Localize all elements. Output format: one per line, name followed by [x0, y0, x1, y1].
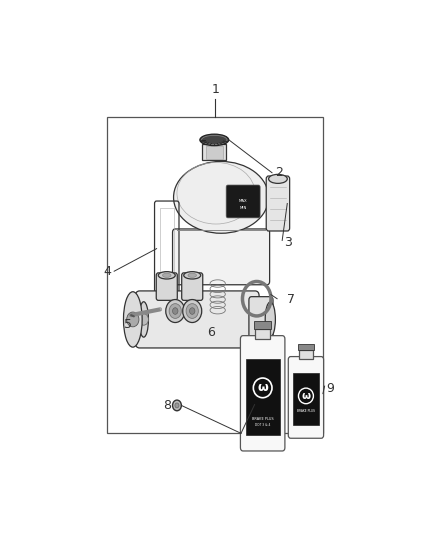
Bar: [107, 117, 323, 433]
Circle shape: [190, 308, 195, 314]
Text: 2: 2: [275, 166, 283, 179]
Bar: [246, 359, 280, 435]
Text: 3: 3: [284, 236, 292, 249]
Text: MAX: MAX: [239, 199, 247, 204]
Circle shape: [183, 300, 202, 322]
Text: DOT 3 & 4: DOT 3 & 4: [255, 423, 270, 427]
Ellipse shape: [139, 302, 148, 337]
Circle shape: [139, 314, 148, 325]
Bar: [293, 374, 319, 425]
Text: 7: 7: [287, 294, 295, 306]
FancyBboxPatch shape: [156, 273, 177, 301]
Text: ω: ω: [301, 391, 311, 401]
Bar: [206, 146, 223, 159]
Ellipse shape: [265, 302, 276, 337]
Text: 1: 1: [211, 83, 219, 96]
Circle shape: [173, 400, 181, 411]
Bar: [254, 321, 271, 329]
Text: 8: 8: [163, 399, 171, 412]
FancyBboxPatch shape: [226, 185, 260, 218]
Circle shape: [175, 403, 179, 408]
Ellipse shape: [158, 272, 175, 279]
Text: BRAKE PLUS: BRAKE PLUS: [252, 417, 273, 421]
Text: 5: 5: [124, 318, 132, 331]
Text: 6: 6: [207, 326, 215, 340]
FancyBboxPatch shape: [266, 176, 290, 231]
Bar: [255, 329, 271, 339]
Circle shape: [173, 308, 178, 314]
FancyBboxPatch shape: [182, 273, 203, 301]
Bar: [202, 144, 226, 160]
Circle shape: [169, 304, 181, 318]
Circle shape: [186, 304, 198, 318]
Bar: [299, 350, 313, 359]
Text: 4: 4: [103, 265, 111, 278]
Circle shape: [166, 300, 185, 322]
Text: BRAKE PLUS: BRAKE PLUS: [297, 409, 315, 413]
Ellipse shape: [188, 273, 197, 277]
Ellipse shape: [200, 134, 229, 146]
Bar: [298, 344, 314, 350]
Circle shape: [127, 312, 139, 327]
Ellipse shape: [184, 272, 201, 279]
Text: 9: 9: [326, 382, 334, 394]
FancyBboxPatch shape: [240, 336, 285, 451]
Ellipse shape: [173, 161, 268, 233]
FancyBboxPatch shape: [173, 229, 270, 285]
FancyBboxPatch shape: [288, 357, 324, 438]
Ellipse shape: [268, 174, 287, 183]
Text: MIN: MIN: [240, 206, 247, 211]
FancyBboxPatch shape: [249, 297, 273, 342]
Ellipse shape: [124, 292, 142, 347]
Ellipse shape: [162, 273, 171, 277]
Bar: [160, 208, 173, 290]
Text: ω: ω: [257, 382, 268, 394]
FancyBboxPatch shape: [135, 291, 259, 348]
